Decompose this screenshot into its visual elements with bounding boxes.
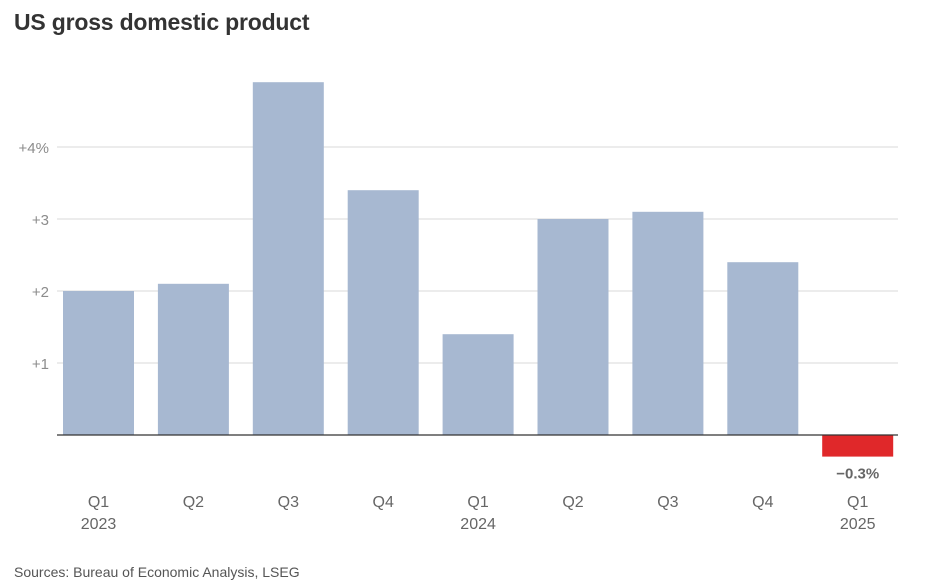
x-tick-label: Q2 bbox=[183, 494, 204, 511]
y-tick-label: +2 bbox=[32, 284, 49, 301]
bar bbox=[537, 219, 609, 435]
y-tick-label: +4% bbox=[19, 140, 49, 157]
bar bbox=[442, 334, 514, 435]
x-year-label: 2025 bbox=[840, 516, 876, 533]
x-year-label: 2024 bbox=[460, 516, 496, 533]
labels: +1 +2 +3 +4% Q1 2023 Q2 Q3 Q4 Q1 2024 Q2 Q3 Q4 Q1 2025 −… bbox=[19, 140, 880, 533]
bars bbox=[63, 82, 894, 457]
x-tick-label: Q3 bbox=[278, 494, 299, 511]
bar bbox=[632, 211, 704, 435]
x-tick-label: Q1 bbox=[467, 494, 488, 511]
x-tick-label: Q4 bbox=[752, 494, 773, 511]
chart-source: Sources: Bureau of Economic Analysis, LS… bbox=[14, 564, 300, 580]
x-year-label: 2023 bbox=[81, 516, 117, 533]
y-tick-label: +3 bbox=[32, 212, 49, 229]
y-tick-label: +1 bbox=[32, 356, 49, 373]
x-tick-label: Q2 bbox=[562, 494, 583, 511]
bar bbox=[822, 435, 894, 457]
bar bbox=[347, 190, 419, 435]
bar bbox=[63, 291, 134, 435]
data-label: −0.3% bbox=[836, 466, 879, 483]
x-tick-label: Q4 bbox=[373, 494, 394, 511]
bar bbox=[727, 262, 799, 435]
bar bbox=[252, 82, 324, 435]
x-tick-label: Q1 bbox=[847, 494, 868, 511]
x-tick-label: Q3 bbox=[657, 494, 678, 511]
chart-title: US gross domestic product bbox=[14, 9, 310, 35]
x-tick-label: Q1 bbox=[88, 494, 109, 511]
bar bbox=[157, 283, 229, 435]
